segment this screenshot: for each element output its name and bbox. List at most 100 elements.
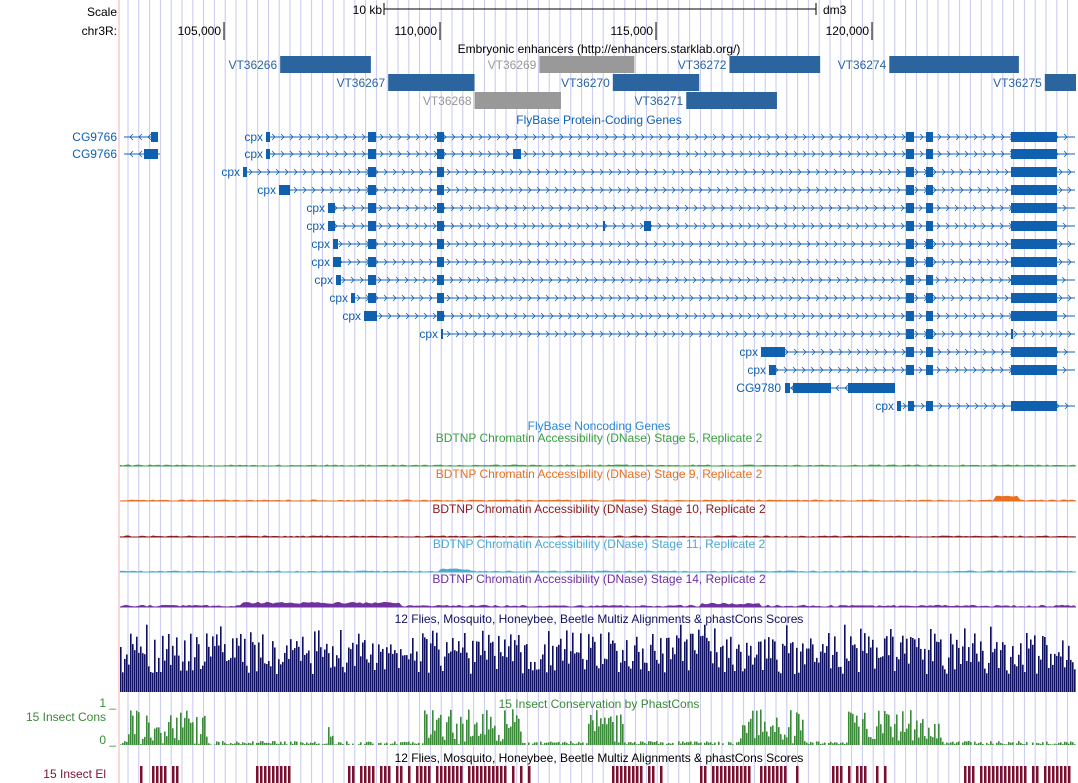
- elements-track[interactable]: [140, 766, 1071, 783]
- gene-isoform[interactable]: cpx: [306, 201, 1075, 215]
- gene-isoform[interactable]: cpx: [419, 327, 1075, 341]
- phastcons-side-label[interactable]: 15 Insect Cons: [26, 710, 106, 724]
- strand-arrow: [485, 276, 490, 284]
- phastcons-bar: [790, 710, 792, 745]
- phastcons-bar: [1060, 742, 1062, 745]
- gene-isoform[interactable]: cpx: [329, 291, 1075, 305]
- phastcons-bar: [416, 743, 418, 745]
- dnase-track[interactable]: BDTNP Chromatin Accessibility (DNase) St…: [119, 467, 1077, 502]
- exon-block: [785, 383, 790, 393]
- phastcons-bar: [286, 744, 288, 745]
- multiz-bar: [474, 662, 476, 692]
- gene-isoform[interactable]: CG9766: [72, 130, 158, 144]
- strand-arrow: [972, 366, 977, 374]
- gene-isoform[interactable]: cpx: [747, 363, 1075, 377]
- strand-arrow: [725, 294, 730, 302]
- multiz-bar: [654, 650, 656, 692]
- phastcons-bar: [992, 743, 994, 745]
- phastcons-bar: [616, 715, 618, 745]
- phastcons-track[interactable]: [120, 709, 1076, 745]
- enhancer-label: VT36275: [993, 76, 1042, 90]
- strand-arrow: [1067, 258, 1072, 266]
- conserved-element: [468, 766, 471, 783]
- multiz-bar: [868, 636, 870, 692]
- dnase-track[interactable]: BDTNP Chromatin Accessibility (DNase) St…: [119, 431, 1077, 467]
- strand-arrow: [694, 150, 699, 158]
- gene-isoform[interactable]: CG9766: [72, 147, 160, 161]
- enhancer-block[interactable]: [280, 56, 371, 73]
- phastcons-bar: [336, 744, 338, 745]
- gene-isoform[interactable]: cpx: [244, 130, 1075, 144]
- strand-arrow: [455, 240, 460, 248]
- multiz-bar: [392, 653, 394, 692]
- strand-arrow: [818, 276, 823, 284]
- strand-arrow: [936, 312, 941, 320]
- enhancer-block[interactable]: [729, 56, 821, 73]
- phastcons-bar: [998, 741, 1000, 745]
- multiz-bar: [884, 638, 886, 692]
- dnase-track[interactable]: BDTNP Chromatin Accessibility (DNase) St…: [119, 537, 1077, 573]
- gene-isoform[interactable]: cpx: [244, 147, 1075, 161]
- gene-isoform[interactable]: cpx: [311, 255, 1075, 269]
- enhancer-block[interactable]: [612, 74, 700, 91]
- phastcons-bar: [586, 743, 588, 745]
- enhancer-block[interactable]: [539, 56, 635, 73]
- strand-arrow: [671, 294, 676, 302]
- gene-isoform[interactable]: cpx: [342, 309, 1075, 323]
- phastcons-bar: [452, 732, 454, 745]
- gene-label: cpx: [244, 147, 263, 161]
- multiz-conservation-track[interactable]: [120, 624, 1076, 692]
- elements-side-label[interactable]: 15 Insect El: [43, 767, 106, 781]
- gene-isoform[interactable]: cpx: [257, 183, 1075, 197]
- phastcons-bar: [570, 741, 572, 745]
- strand-arrow: [521, 276, 526, 284]
- gene-isoform[interactable]: CG9780: [736, 381, 895, 395]
- gene-isoform[interactable]: cpx: [314, 273, 1075, 287]
- multiz-bar: [176, 637, 178, 692]
- multiz-bar: [294, 648, 296, 692]
- gene-isoform[interactable]: cpx: [875, 399, 1075, 413]
- conserved-element: [408, 766, 411, 783]
- enhancers-track[interactable]: VT36266VT36267VT36268VT36269VT36270VT362…: [228, 56, 1076, 109]
- gene-isoform[interactable]: cpx: [311, 237, 1075, 251]
- multiz-bar: [580, 633, 582, 692]
- dnase-track[interactable]: BDTNP Chromatin Accessibility (DNase) St…: [119, 572, 1077, 608]
- phastcons-bar: [352, 743, 354, 745]
- multiz-bar: [498, 636, 500, 692]
- strand-arrow: [446, 294, 451, 302]
- gene-isoform[interactable]: cpx: [221, 165, 1075, 179]
- multiz-bar: [948, 657, 950, 692]
- strand-arrow: [820, 150, 825, 158]
- multiz-bar: [130, 633, 132, 692]
- multiz-bar: [856, 648, 858, 692]
- phastcons-bar: [318, 743, 320, 745]
- gene-isoform[interactable]: cpx: [306, 219, 1075, 233]
- coding-genes-track[interactable]: CG9766 CG9766 cpx cpx cpx cpx cpx cpx cpx cpx cpx c…: [72, 130, 1075, 413]
- strand-arrow: [405, 312, 410, 320]
- multiz-bar: [1074, 669, 1076, 692]
- dnase-tracks[interactable]: BDTNP Chromatin Accessibility (DNase) St…: [119, 431, 1077, 608]
- enhancer-block[interactable]: [474, 92, 561, 109]
- strand-arrow: [662, 294, 667, 302]
- multiz-bar: [838, 666, 840, 692]
- strand-arrow: [815, 186, 820, 194]
- strand-arrow: [693, 222, 698, 230]
- multiz-bar: [916, 647, 918, 692]
- dnase-track[interactable]: BDTNP Chromatin Accessibility (DNase) St…: [119, 502, 1077, 538]
- gene-isoform[interactable]: cpx: [739, 345, 1075, 359]
- strand-arrow: [513, 222, 518, 230]
- strand-arrow: [819, 204, 824, 212]
- strand-arrow: [431, 276, 436, 284]
- enhancer-block[interactable]: [889, 56, 1019, 73]
- phastcons-bar: [990, 741, 992, 745]
- multiz-bar: [802, 643, 804, 692]
- exon-block: [328, 203, 335, 213]
- enhancer-block[interactable]: [686, 92, 777, 109]
- enhancer-block[interactable]: [1044, 74, 1076, 91]
- strand-arrow: [505, 150, 510, 158]
- phastcons-bar: [646, 744, 648, 745]
- conserved-element: [620, 766, 623, 783]
- enhancer-block[interactable]: [388, 74, 475, 91]
